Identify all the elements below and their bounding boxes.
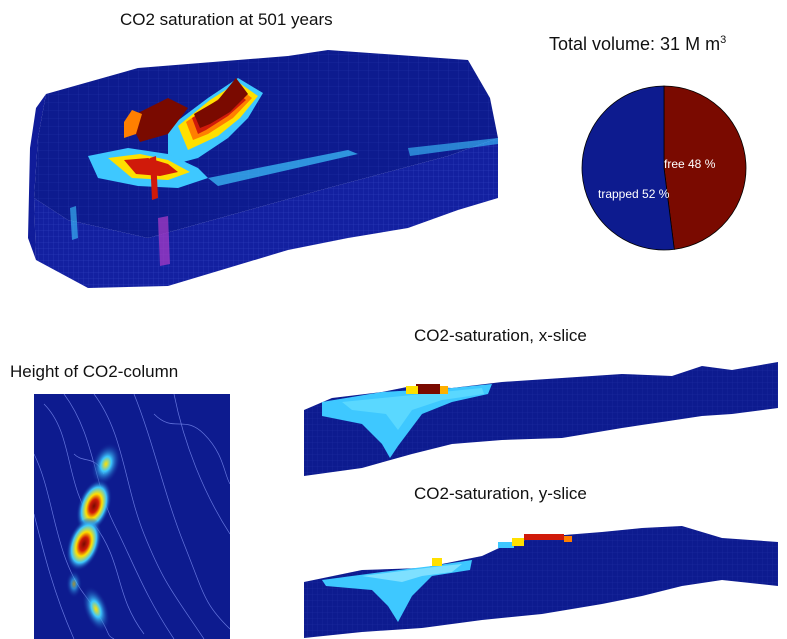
yslice-panel [304, 526, 778, 638]
pie-title-superscript: 3 [720, 34, 727, 46]
xslice-title: CO2-saturation, x-slice [414, 326, 587, 345]
co2-plume [70, 78, 498, 266]
yslice-top-orange [564, 536, 572, 542]
pie-title: Total volume: 31 M m3 [549, 34, 726, 55]
xslice-hot-spot-red [416, 384, 440, 394]
height-title: Height of CO2-column [10, 362, 179, 381]
pie-slice-trapped [581, 85, 675, 251]
block-front-side [34, 138, 498, 288]
yslice-plume-cyan [322, 560, 472, 622]
yslice-title: CO2-saturation, y-slice [414, 484, 587, 503]
xslice-panel [304, 362, 778, 476]
volume-pie-chart: free 48 % trapped 52 % [581, 85, 747, 251]
xslice-hot-spot-yellow [406, 386, 418, 394]
pie-title-text: Total volume: 31 M m [549, 34, 721, 54]
yslice-top-red [524, 534, 564, 540]
yslice-top-yellow [512, 538, 524, 546]
saturation-3d-view [28, 50, 498, 288]
pie-label-trapped: trapped 52 % [598, 187, 670, 201]
xslice-plume-light [342, 388, 484, 430]
main-plot-title: CO2 saturation at 501 years [120, 10, 333, 29]
co2-column-height-map [34, 394, 230, 639]
pie-label-free: free 48 % [664, 157, 716, 171]
block-left-side [28, 94, 46, 260]
pie-slice-free [663, 85, 747, 250]
yslice-hot-spot-yellow [432, 558, 442, 566]
yslice-top-cyan [498, 542, 514, 548]
block-top-surface [34, 50, 498, 238]
yslice-plume-light [362, 564, 462, 582]
xslice-hot-spot-orange [440, 386, 448, 394]
yslice-body [304, 526, 778, 638]
